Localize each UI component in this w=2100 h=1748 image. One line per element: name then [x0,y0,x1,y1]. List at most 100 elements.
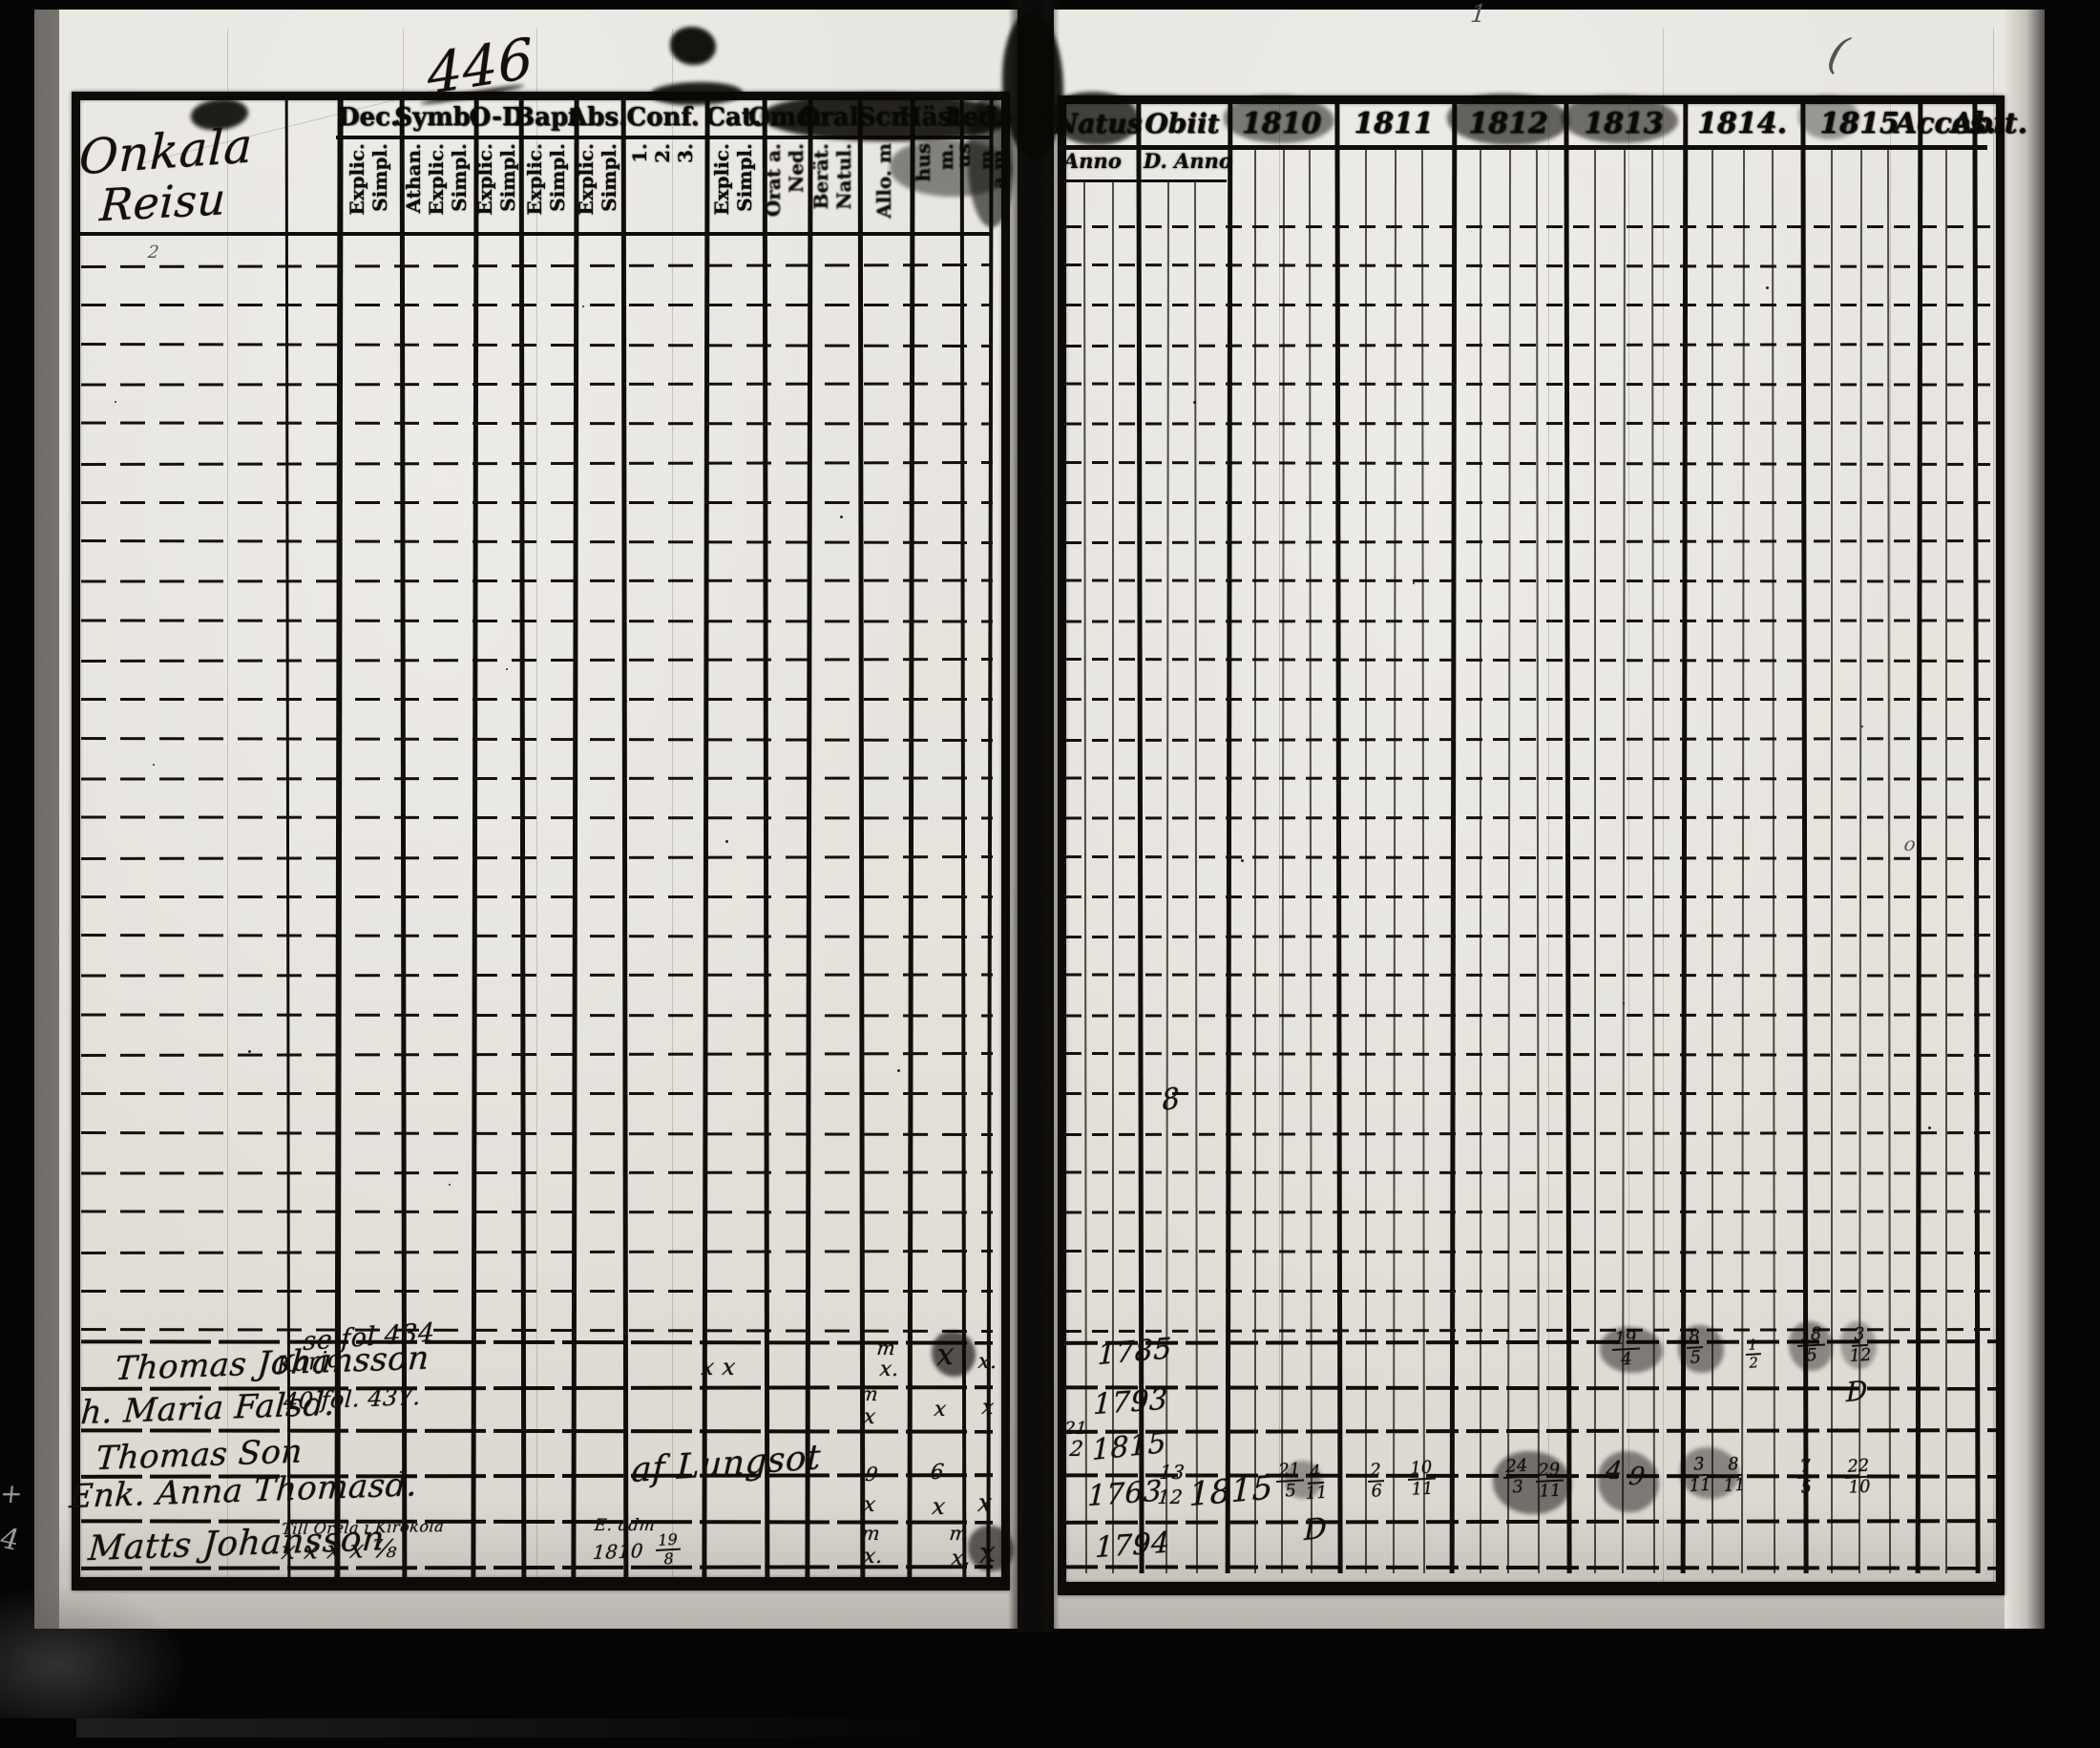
grid-line-v-minor [1112,179,1114,1573]
scan-scratch [1548,105,1549,1480]
ink-blot [932,1331,976,1377]
paper-speck [840,516,843,518]
mark: x [862,1493,877,1517]
column-subheader-text: Natul. [832,143,855,210]
row-line [1064,619,1998,623]
ink-blot [968,1526,1014,1571]
natus-1793: 1793 [1092,1382,1169,1422]
right-page-edge [2005,10,2045,1629]
paper-speck [897,1069,900,1072]
margin-four: 4 [0,1522,25,1558]
scan-scratch [1279,105,1280,1480]
fraction-numerator: 19 [655,1530,682,1551]
fraction-numerator: 24 [1502,1456,1531,1479]
column-subheader-text: Simpl. [448,143,471,212]
mark: m [875,1337,897,1359]
column-subheader-text: Explic. [425,143,448,216]
row-line [1065,698,1997,702]
fraction-denominator: 5 [1284,1480,1297,1502]
column-subheader-text: Ned. [785,143,808,193]
frac-3-11: 3 11 [1688,1454,1712,1496]
row-line [81,1092,993,1096]
row-line [1065,500,1997,504]
book-gutter [1008,0,1060,1632]
obiit-12: 12 [1156,1485,1185,1508]
header-underline [336,136,993,139]
row-line [81,500,993,504]
ink-blot [1562,95,1678,143]
fraction-denominator: 11 [1305,1482,1329,1504]
subheader-underline [80,232,993,236]
mark: x [980,1396,996,1420]
frac-24-3: 24 3 [1502,1456,1532,1498]
column-subheader: Athan. Explic. Simpl. [401,143,472,231]
stray-o: o [1902,832,1918,855]
left-table-frame [72,92,1010,1590]
grid-line-v-minor [1365,145,1367,1573]
column-subheader: Explic. Simpl. [336,143,401,231]
fraction-denominator: 10 [1848,1476,1872,1498]
fraction-denominator: 4 [1620,1348,1633,1370]
column-header-abs: Abs. [567,103,628,132]
fraction-numerator: 1 [1745,1336,1761,1356]
row-line [80,619,994,623]
column-subheader-text: 3. [674,143,697,163]
ink-blot [670,27,716,65]
fraction-numerator: 10 [1407,1458,1436,1481]
column-subheader-text: Simpl. [368,143,391,212]
scan-scratch [536,29,537,1585]
column-subheader-text: Explic. [710,143,733,216]
paper-speck [725,840,728,843]
fraction-denominator: 3 [1511,1476,1524,1498]
fraction-numerator: 22 [1844,1456,1873,1479]
column-subheader: 1. 2. 3. [622,143,704,231]
mark-4: 4 [1604,1457,1625,1485]
column-header-obiit: Obiit [1144,107,1220,139]
ink-blot [1002,13,1063,157]
column-header-conf: Conf. [626,103,700,132]
frac-19-8: 19 8 [655,1530,682,1569]
column-subheader-text: Orat a. [762,143,785,218]
row-line [81,1289,993,1293]
scan-scratch [1628,105,1629,1480]
mark: m [860,1522,882,1545]
frac-3-12: 3 12 [1848,1324,1872,1366]
row-line [1065,1092,1997,1096]
mark: m [948,1522,970,1545]
frac-29-11: 29 11 [1535,1460,1564,1502]
paper-speck [1861,726,1863,727]
column-subheader-text: Athan. [402,143,425,214]
fraction-numerator: 3 [1850,1324,1869,1347]
mark: x [935,1335,956,1374]
column-subheader: D. Anno [1144,149,1232,173]
frac-21-5: 21 5 [1275,1460,1305,1502]
column-subheader-text: Simpl. [733,143,756,212]
ink-blot [1789,1321,1833,1371]
paper-speck [248,1050,251,1053]
grid-line-v-minor [1480,145,1481,1573]
column-header-1815: 1815 [1819,106,1900,140]
ink-blot [1447,94,1569,145]
mark: 6 [929,1461,946,1485]
mark: x. [976,1350,999,1374]
bottom-edge-band [76,1718,935,1737]
paper-speck [153,764,155,766]
fraction-denominator: 5 [1800,1477,1813,1498]
right-table-frame [1058,95,2005,1595]
fraction-numerator: 8 [1724,1454,1743,1477]
paper-speck [1241,859,1244,862]
fraction-numerator: 3 [1690,1454,1709,1477]
column-subheader-text: Simpl. [495,143,519,212]
row-line [1065,1289,1997,1293]
obiit-1815: 1815 [1188,1468,1274,1515]
ink-blot [1678,1325,1724,1373]
mark: x [931,1493,948,1520]
mark-9: 9 [1627,1463,1648,1491]
fraction-numerator: 8 [1686,1326,1704,1349]
fraction-numerator: 19 [1611,1328,1640,1351]
mark: x [979,1535,997,1571]
fraction-numerator: 21 [1275,1460,1304,1483]
marks-row5: x x x x ⅞ [280,1534,399,1567]
